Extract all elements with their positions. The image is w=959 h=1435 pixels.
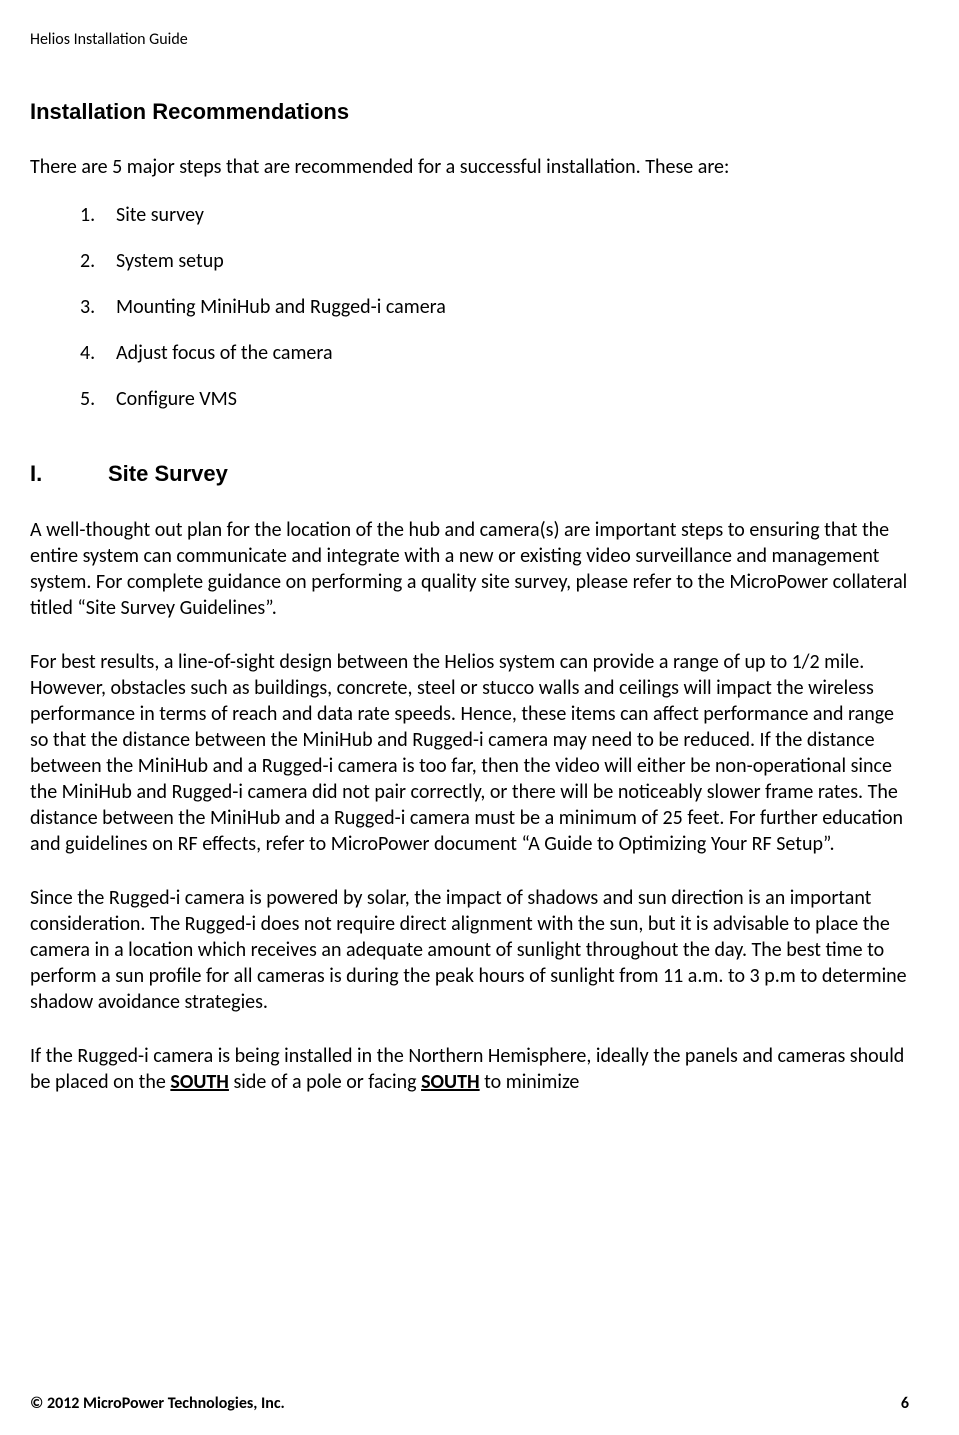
- text-run: to minimize: [480, 1070, 580, 1094]
- list-text: Adjust focus of the camera: [116, 341, 333, 365]
- footer-copyright: © 2012 MicroPower Technologies, Inc.: [30, 1394, 285, 1413]
- list-item: 5.Configure VMS: [30, 387, 909, 411]
- list-number: 4.: [80, 341, 116, 365]
- page: Helios Installation Guide Installation R…: [0, 0, 959, 1435]
- subsection-title: Site Survey: [108, 461, 228, 487]
- list-number: 1.: [80, 203, 116, 227]
- steps-list: 1.Site survey 2.System setup 3.Mounting …: [30, 203, 909, 411]
- page-header: Helios Installation Guide: [30, 30, 909, 49]
- list-text: Mounting MiniHub and Rugged-i camera: [116, 295, 446, 319]
- subsection-number: I.: [30, 461, 108, 487]
- list-number: 2.: [80, 249, 116, 273]
- list-item: 4.Adjust focus of the camera: [30, 341, 909, 365]
- body-paragraph: A well-thought out plan for the location…: [30, 517, 909, 621]
- emphasis-south: SOUTH: [421, 1070, 480, 1094]
- page-footer: © 2012 MicroPower Technologies, Inc. 6: [30, 1394, 909, 1413]
- intro-paragraph: There are 5 major steps that are recomme…: [30, 155, 909, 179]
- list-text: Configure VMS: [116, 387, 237, 411]
- section-title: Installation Recommendations: [30, 99, 909, 125]
- list-item: 2.System setup: [30, 249, 909, 273]
- list-item: 1.Site survey: [30, 203, 909, 227]
- footer-page-number: 6: [901, 1394, 909, 1413]
- body-paragraph: For best results, a line-of-sight design…: [30, 649, 909, 857]
- text-run: side of a pole or facing: [229, 1070, 421, 1094]
- list-number: 5.: [80, 387, 116, 411]
- list-text: Site survey: [116, 203, 204, 227]
- emphasis-south: SOUTH: [170, 1070, 229, 1094]
- body-paragraph: If the Rugged-i camera is being installe…: [30, 1043, 909, 1095]
- list-number: 3.: [80, 295, 116, 319]
- list-text: System setup: [116, 249, 224, 273]
- subsection-heading: I. Site Survey: [30, 461, 909, 487]
- body-paragraph: Since the Rugged-i camera is powered by …: [30, 885, 909, 1015]
- list-item: 3.Mounting MiniHub and Rugged-i camera: [30, 295, 909, 319]
